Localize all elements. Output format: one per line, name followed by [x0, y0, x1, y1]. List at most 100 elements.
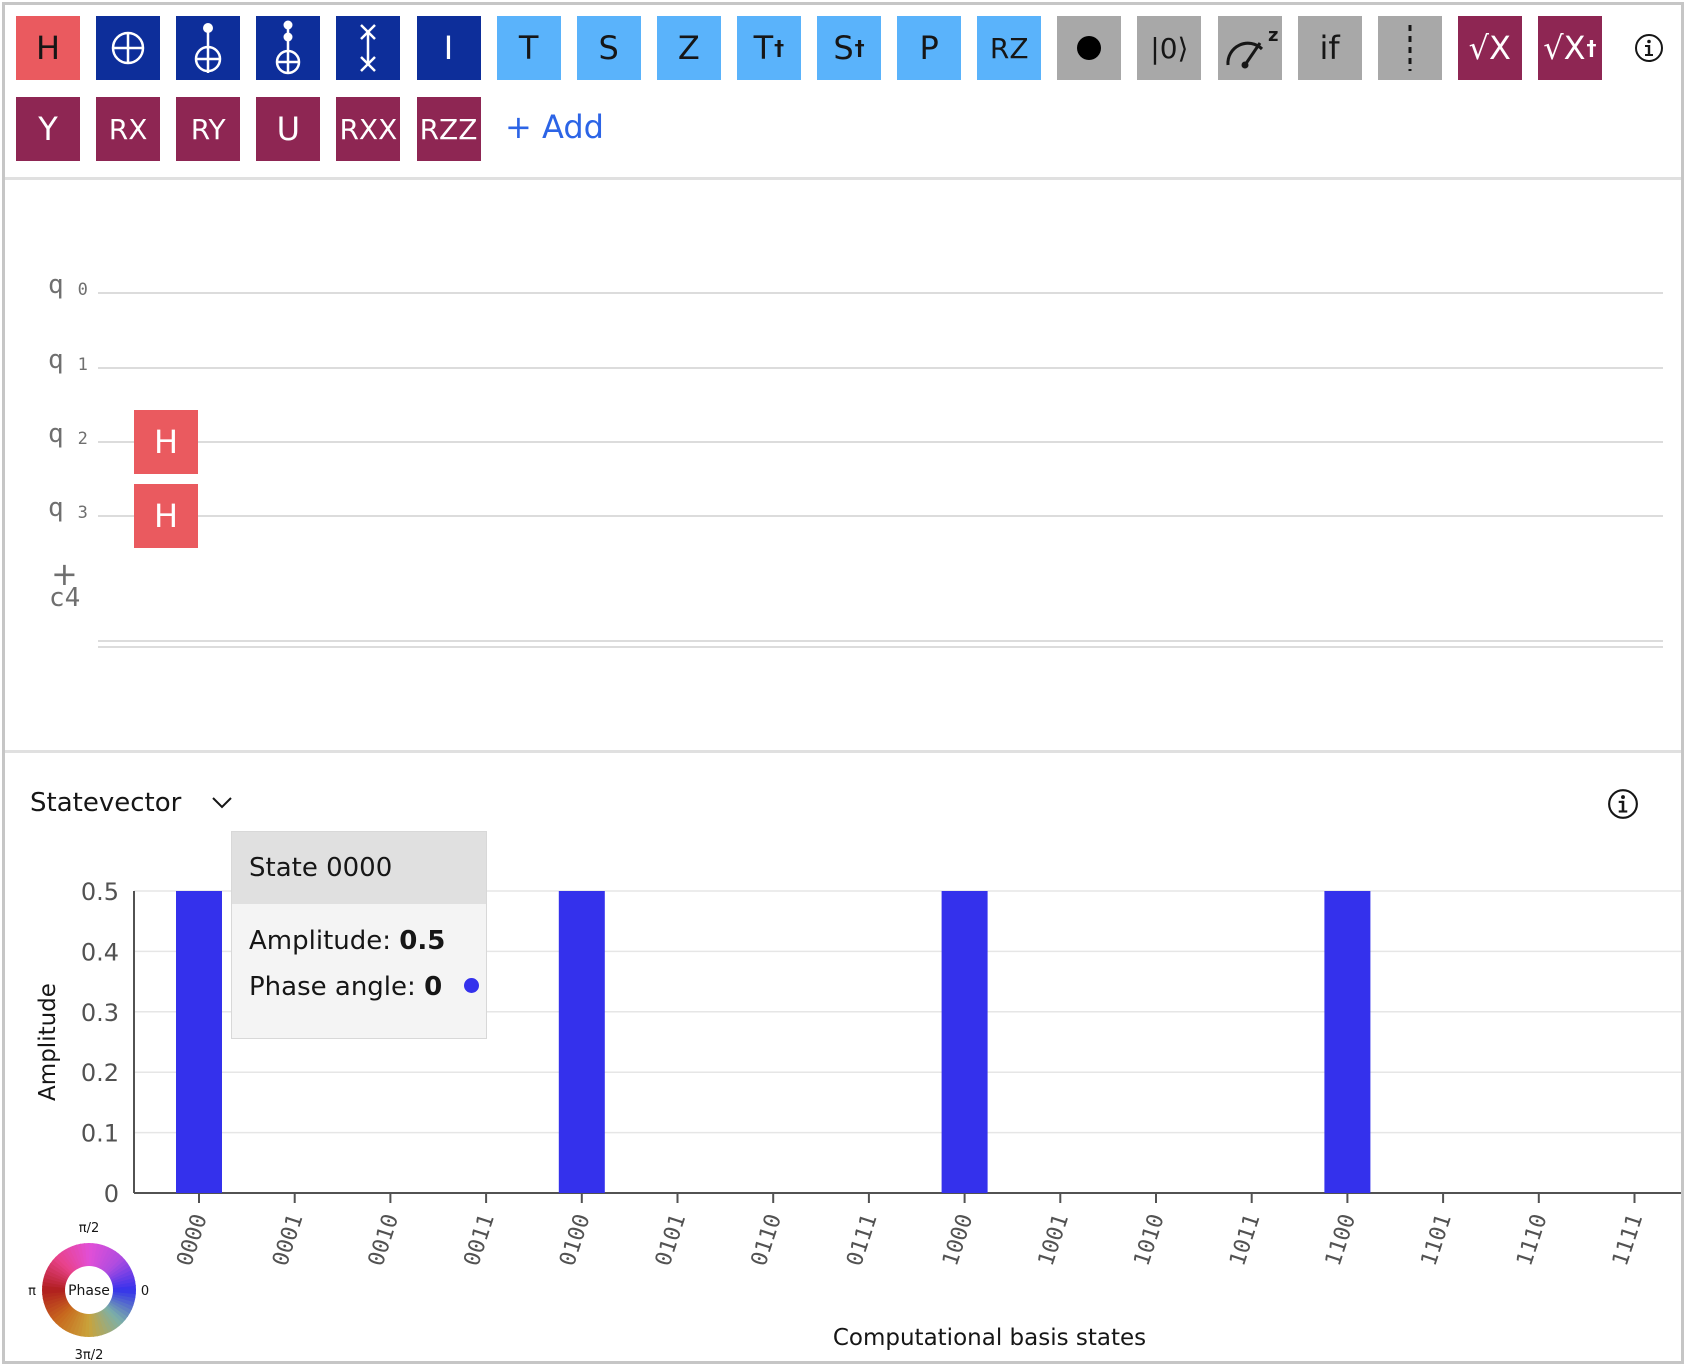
gate-label: T — [518, 29, 539, 67]
x-tick-label: 1001 — [1034, 1211, 1074, 1269]
gate-label: Z — [677, 29, 700, 67]
gate-label: RY — [190, 112, 226, 146]
y-axis-label: Amplitude — [35, 983, 61, 1101]
svg-text:z: z — [1268, 25, 1278, 46]
gate-rz[interactable]: RZ — [977, 16, 1042, 80]
x-tick-label: 1100 — [1321, 1211, 1361, 1269]
gate-sxdg[interactable]: √X † — [1537, 16, 1602, 80]
placed-gate-h-q3[interactable]: H — [134, 484, 198, 548]
x-tick-label: 1011 — [1225, 1211, 1265, 1269]
bar-0000[interactable] — [176, 891, 222, 1193]
x-axis-label: Computational basis states — [833, 1325, 1146, 1351]
x-tick-label: 1010 — [1130, 1211, 1170, 1269]
tooltip-amplitude: Amplitude: 0.5 — [249, 926, 446, 956]
y-tick-label: 0.1 — [81, 1120, 119, 1148]
gate-dagger: † — [1586, 36, 1597, 60]
gate-cccx[interactable] — [256, 16, 321, 80]
gate-rx[interactable]: RX — [96, 97, 161, 161]
gate-t[interactable]: T — [496, 16, 561, 80]
gate-u[interactable]: U — [256, 97, 321, 161]
chevron-down-icon — [212, 797, 233, 809]
gate-sdg[interactable]: S † — [817, 16, 881, 80]
gate-reset[interactable]: |0⟩ — [1137, 16, 1202, 80]
add-gate-link[interactable]: + Add — [505, 108, 604, 146]
gate-label: H — [35, 29, 61, 67]
x-tick-label: 0011 — [460, 1211, 500, 1269]
gate-label: √X — [1468, 29, 1511, 67]
gate-label: RZZ — [419, 112, 478, 146]
bar-1100[interactable] — [1324, 891, 1371, 1193]
phase-wheel-legend: Phase π/2 π 0 3π/2 — [28, 1221, 149, 1363]
qubit-wire-1[interactable] — [98, 367, 1663, 369]
gate-label: U — [276, 110, 300, 148]
gate-label: T — [753, 29, 774, 67]
gate-sx[interactable]: √X — [1457, 16, 1522, 80]
gate-rzz[interactable]: RZZ — [416, 97, 481, 161]
gate-measure[interactable]: z — [1217, 16, 1282, 80]
gate-p[interactable]: P — [897, 16, 962, 80]
bar-1000[interactable] — [941, 891, 988, 1193]
palette-divider — [5, 177, 1681, 180]
x-tick-label: 1111 — [1608, 1211, 1648, 1269]
gate-if[interactable]: if — [1297, 16, 1362, 80]
gate-barrier-dot[interactable] — [1057, 16, 1122, 80]
gate-label: RZ — [989, 31, 1029, 65]
gate-swap[interactable] — [336, 16, 401, 80]
tooltip-state: State 0000 — [232, 832, 486, 904]
qubit-wire-0[interactable] — [98, 292, 1663, 294]
x-tick-label: 1000 — [938, 1211, 978, 1269]
add-qubit-button[interactable]: + — [51, 555, 78, 593]
cnot-icon — [108, 28, 148, 68]
info-icon[interactable] — [1634, 33, 1664, 63]
swap-icon — [348, 21, 388, 75]
gate-tdg[interactable]: T † — [736, 16, 801, 80]
y-tick-label: 0 — [104, 1180, 119, 1208]
classical-register-label: c4 — [49, 583, 81, 613]
gate-toffoli[interactable] — [176, 16, 241, 80]
qubit-wire-2[interactable] — [98, 441, 1663, 443]
control-dot-icon — [1074, 33, 1104, 63]
info-icon[interactable] — [1607, 788, 1639, 820]
gate-i[interactable]: I — [416, 16, 481, 80]
x-tick-label: 0111 — [842, 1211, 882, 1269]
visualization-dropdown[interactable]: Statevector — [30, 788, 233, 818]
qubit-wire-3[interactable] — [98, 515, 1663, 517]
classical-wire-bottom — [98, 646, 1663, 648]
multi-controlled-x-icon — [268, 20, 308, 76]
y-tick-label: 0.2 — [81, 1059, 119, 1087]
phase-wheel-center: Phase — [68, 1283, 110, 1299]
gate-dagger: † — [854, 36, 865, 60]
gate-y[interactable]: Y — [16, 97, 80, 161]
x-tick-label: 0010 — [364, 1211, 404, 1269]
visualization-panel: Statevector 0 0.1 0.2 0.3 0.4 0.5 0000 0001 0010… — [5, 753, 1681, 1363]
gate-label: |0⟩ — [1150, 31, 1189, 65]
y-tick-label: 0.5 — [81, 878, 119, 906]
gate-z[interactable]: Z — [656, 16, 721, 80]
measure-icon: z — [1222, 23, 1278, 73]
gate-label: P — [919, 29, 939, 67]
gate-s[interactable]: S — [576, 16, 641, 80]
visualization-dropdown-label: Statevector — [30, 788, 182, 818]
phase-label-bottom: 3π/2 — [75, 1348, 104, 1363]
bar-0100[interactable] — [558, 891, 605, 1193]
gate-label: √X — [1543, 29, 1586, 67]
circuit-divider — [5, 750, 1681, 753]
x-tick-label: 0110 — [747, 1211, 787, 1269]
gate-cnot[interactable] — [96, 16, 161, 80]
gate-h[interactable]: H — [16, 16, 80, 80]
y-tick-label: 0.3 — [81, 999, 119, 1027]
gate-label: S — [833, 29, 854, 67]
x-tick-label: 1110 — [1512, 1211, 1552, 1269]
gate-ry[interactable]: RY — [176, 97, 241, 161]
placed-gate-h-q2[interactable]: H — [134, 410, 198, 474]
gate-label: I — [443, 29, 454, 67]
gate-label: RX — [108, 112, 148, 146]
gate-rxx[interactable]: RXX — [336, 97, 401, 161]
gate-barrier[interactable] — [1377, 16, 1442, 80]
